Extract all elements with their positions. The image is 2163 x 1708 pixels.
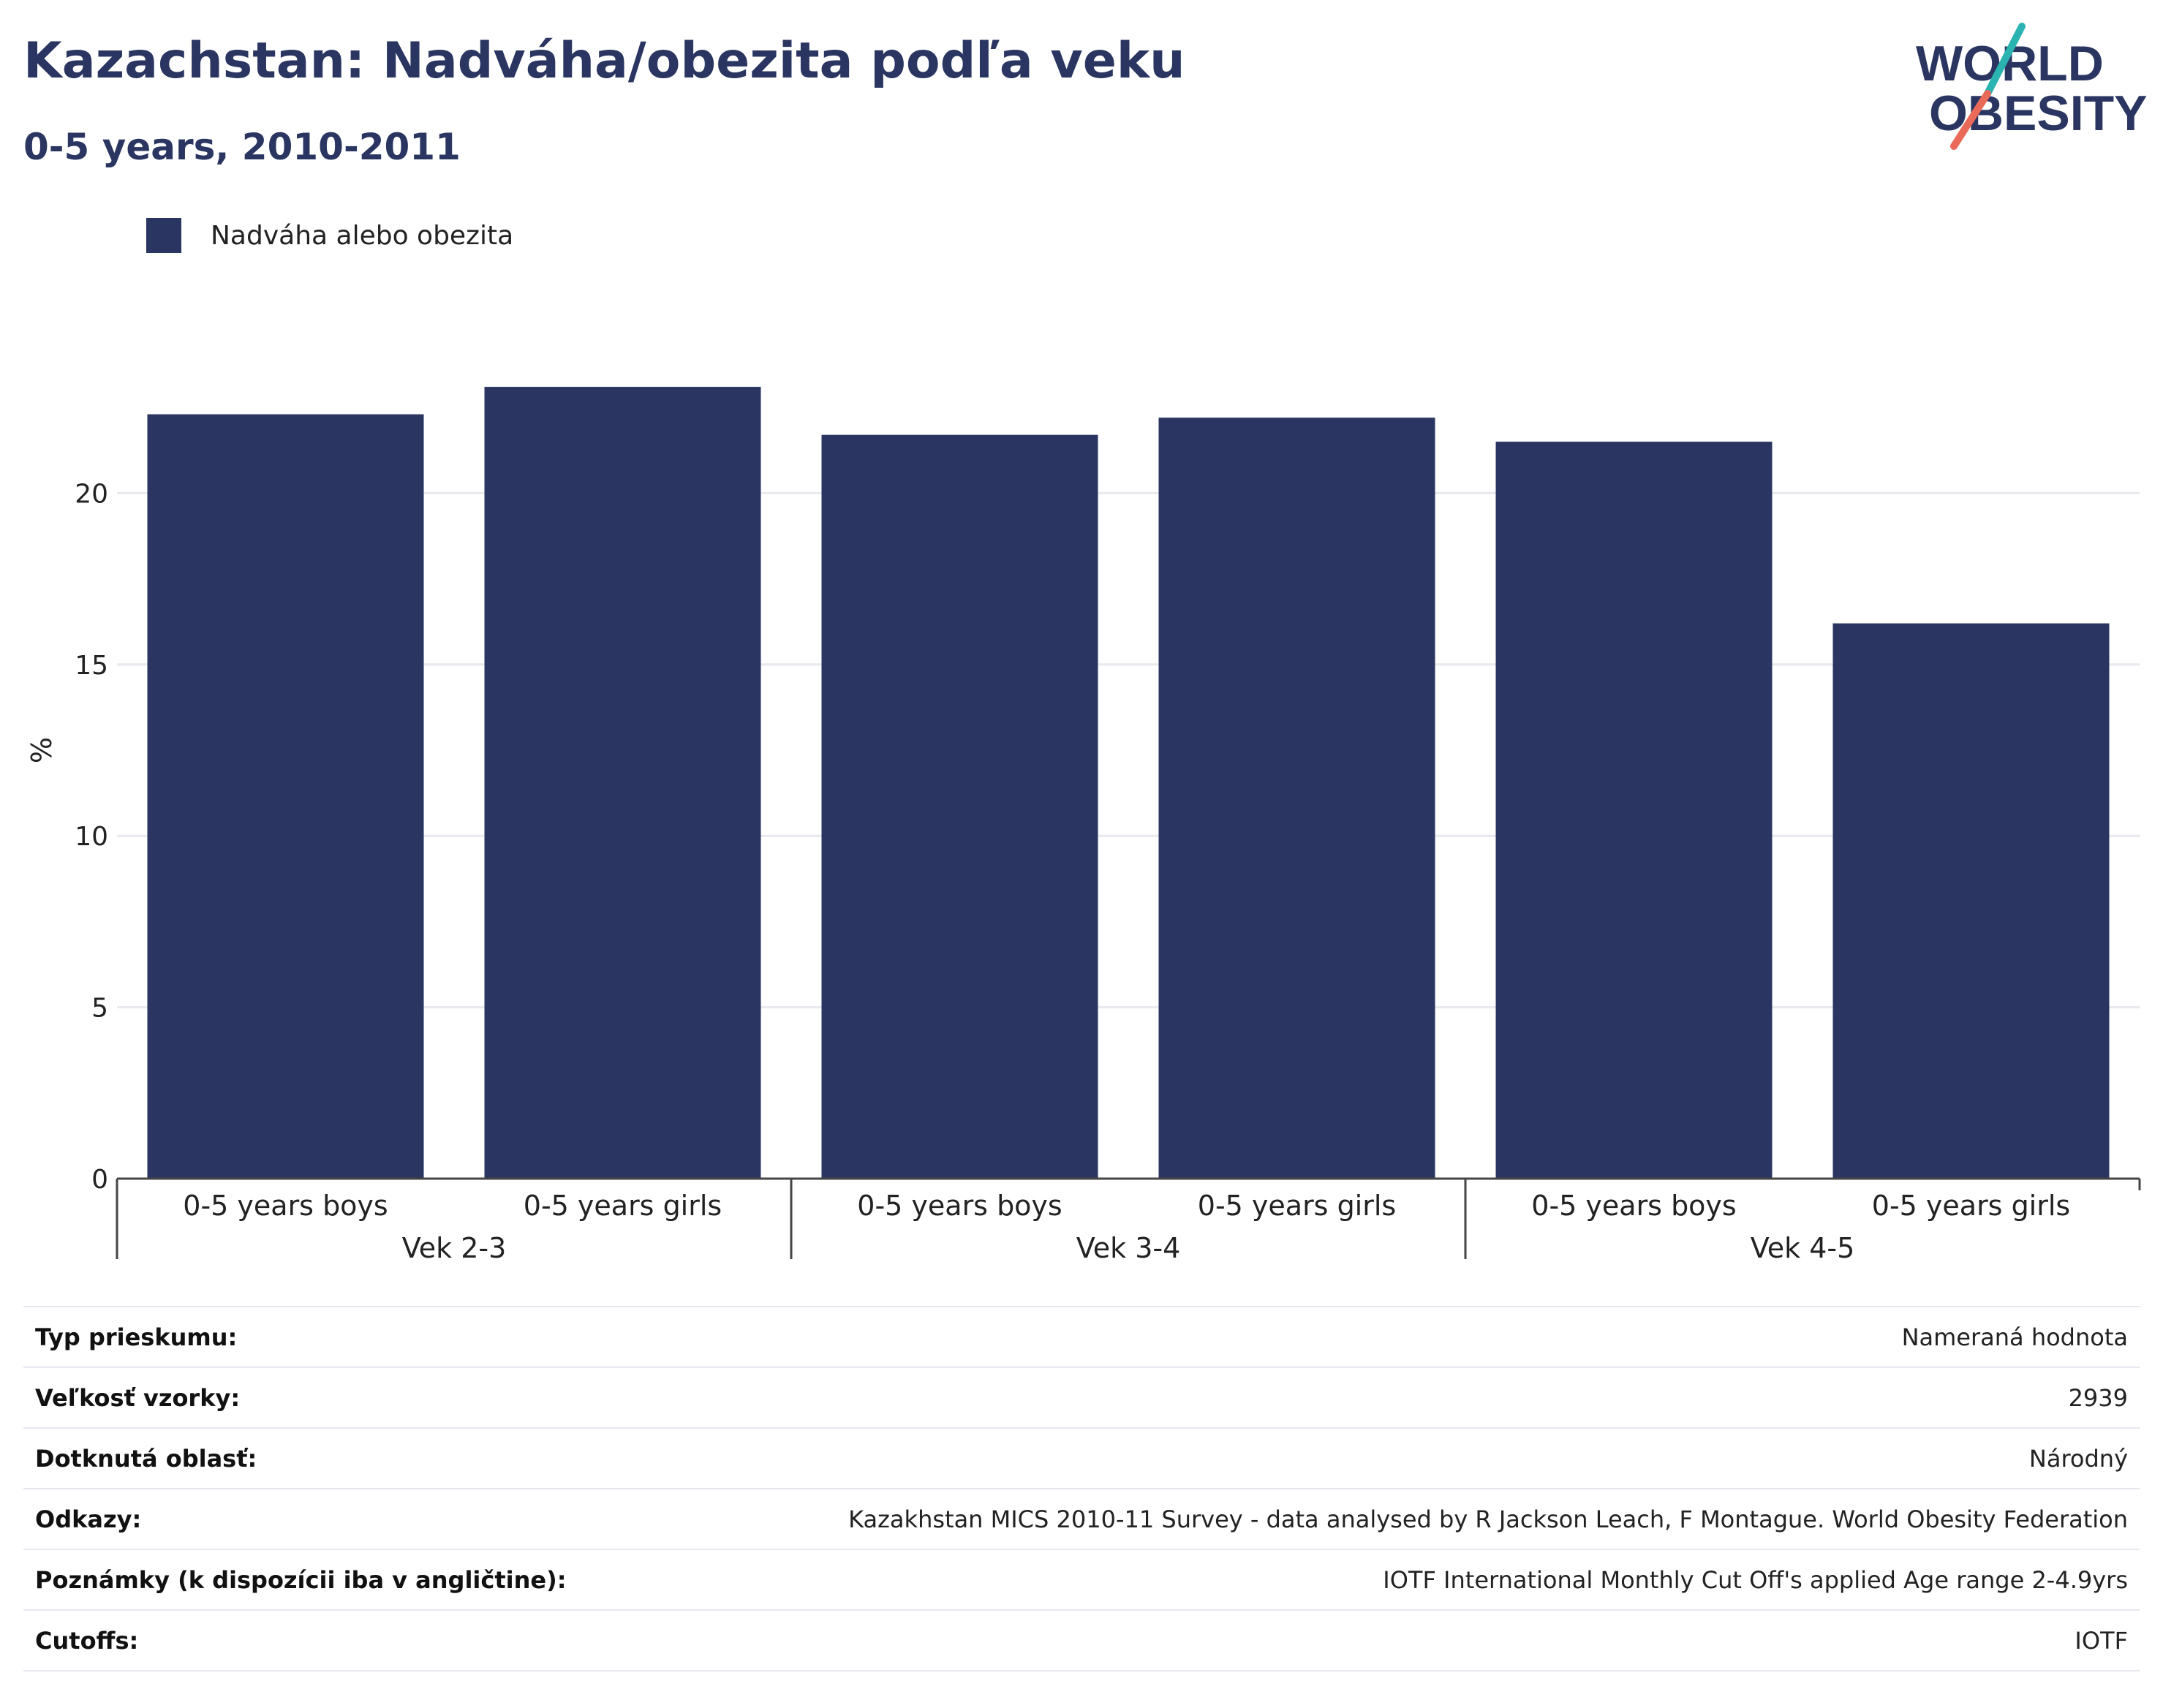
info-key: Veľkosť vzorky:	[35, 1383, 241, 1412]
chart-title: Kazachstan: Nadváha/obezita podľa veku	[23, 32, 1185, 90]
info-row: Odkazy: Kazakhstan MICS 2010-11 Survey - …	[23, 1489, 2140, 1549]
info-row: Cutoffs: IOTF	[23, 1610, 2140, 1671]
info-key: Typ prieskumu:	[35, 1323, 238, 1351]
info-value: Národný	[2028, 1444, 2128, 1473]
logo-slash-teal	[1984, 23, 2026, 97]
info-row: Dotknutá oblasť: Národný	[23, 1428, 2140, 1489]
info-value: IOTF International Monthly Cut Off's app…	[1383, 1565, 2128, 1594]
info-key: Poznámky (k dispozícii iba v angličtine)…	[35, 1565, 567, 1594]
x-tick-label: 0-5 years girls	[1872, 1190, 2070, 1222]
x-tick-label: 0-5 years girls	[524, 1190, 722, 1222]
world-obesity-logo: WORLD OBESITY	[1916, 23, 2148, 150]
x-tick-label: 0-5 years girls	[1198, 1190, 1396, 1222]
info-value: 2939	[2068, 1383, 2128, 1412]
x-tick-label: 0-5 years boys	[857, 1190, 1062, 1222]
y-tick-label: 15	[75, 651, 108, 681]
bar	[1832, 623, 2110, 1179]
y-tick-label: 10	[75, 822, 108, 852]
info-value: Kazakhstan MICS 2010-11 Survey - data an…	[848, 1505, 2128, 1533]
info-table: Typ prieskumu: Nameraná hodnota Veľkosť vz…	[23, 1306, 2140, 1671]
legend-label: Nadváha alebo obezita	[211, 220, 514, 251]
bar-chart: 0 5 10 15 20% 0-5 years boys 0-5 years girls 0-…	[26, 387, 2141, 1264]
info-key: Odkazy:	[35, 1505, 142, 1533]
x-group-label: Vek 3-4	[1076, 1232, 1181, 1264]
info-key: Dotknutá oblasť:	[35, 1444, 257, 1473]
bar	[1495, 442, 1773, 1179]
bar	[147, 414, 424, 1179]
info-row: Typ prieskumu: Nameraná hodnota	[23, 1307, 2140, 1367]
info-row: Veľkosť vzorky: 2939	[23, 1367, 2140, 1428]
x-tick-label: 0-5 years boys	[183, 1190, 388, 1222]
bar	[1158, 417, 1435, 1179]
y-axis-label: %	[26, 737, 58, 763]
legend[interactable]: Nadváha alebo obezita	[146, 218, 513, 253]
legend-swatch	[146, 218, 181, 253]
bar	[484, 387, 761, 1179]
chart-subtitle: 0-5 years, 2010-2011	[23, 126, 461, 168]
info-row: Poznámky (k dispozícii iba v angličtine)…	[23, 1549, 2140, 1610]
info-key: Cutoffs:	[35, 1626, 139, 1655]
x-group-label: Vek 4-5	[1751, 1232, 1855, 1264]
x-tick-label: 0-5 years boys	[1531, 1190, 1736, 1222]
info-value: IOTF	[2075, 1626, 2128, 1655]
bar	[821, 434, 1098, 1179]
y-tick-label: 5	[91, 994, 108, 1024]
x-group-label: Vek 2-3	[402, 1232, 507, 1264]
y-tick-label: 0	[91, 1165, 108, 1195]
y-tick-label: 20	[75, 479, 108, 509]
info-value: Nameraná hodnota	[1901, 1323, 2128, 1351]
logo-slash-coral	[1950, 90, 1991, 150]
